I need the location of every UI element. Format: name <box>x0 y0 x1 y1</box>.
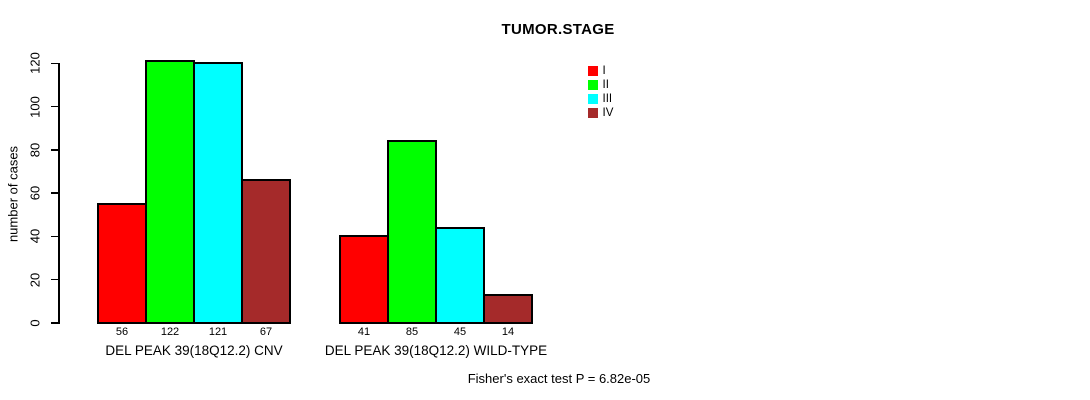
group-label: DEL PEAK 39(18Q12.2) CNV <box>105 342 283 358</box>
y-axis-tick-label: 100 <box>27 95 43 118</box>
legend-swatch-icon <box>588 80 598 90</box>
legend-label: I <box>602 65 606 77</box>
legend-item-stage-II: II <box>588 78 613 92</box>
y-axis-tick <box>51 278 59 281</box>
bar-value-label: 67 <box>259 326 273 338</box>
legend: I II III IV <box>588 64 613 120</box>
y-axis-line <box>58 62 60 325</box>
y-axis-tick <box>51 235 59 238</box>
y-axis-tick <box>51 192 59 194</box>
legend-item-stage-I: I <box>588 64 613 78</box>
chart-title: TUMOR.STAGE <box>501 21 615 38</box>
y-axis-tick-label: 0 <box>27 319 43 327</box>
bar-stage-IV <box>483 293 533 324</box>
legend-label: III <box>602 93 613 105</box>
y-axis-tick-label: 120 <box>27 52 43 75</box>
bar-value-label: 41 <box>357 326 371 338</box>
legend-swatch-icon <box>588 66 598 76</box>
legend-item-stage-III: III <box>588 92 613 106</box>
legend-swatch-icon <box>588 108 598 118</box>
y-axis-tick <box>51 105 59 108</box>
legend-swatch-icon <box>588 94 598 104</box>
group-label: DEL PEAK 39(18Q12.2) WILD-TYPE <box>324 342 548 358</box>
legend-label: IV <box>602 107 614 119</box>
bar-stage-II <box>145 60 195 324</box>
bar-value-label: 56 <box>115 326 129 338</box>
bar-value-label: 14 <box>501 326 515 338</box>
bar-stage-I <box>97 202 147 324</box>
y-axis-tick <box>51 62 59 65</box>
bar-stage-II <box>387 140 437 324</box>
y-axis-label: number of cases <box>5 145 21 243</box>
legend-item-stage-IV: IV <box>588 106 613 120</box>
footnote-fisher-test: Fisher's exact test P = 6.82e-05 <box>467 371 651 386</box>
bar-stage-III <box>435 226 485 324</box>
bar-stage-I <box>339 235 389 324</box>
y-axis-tick <box>51 322 59 324</box>
y-axis-tick-label: 20 <box>27 272 43 287</box>
y-axis-tick <box>51 149 59 151</box>
y-axis-tick-label: 40 <box>27 229 43 244</box>
bar-stage-IV <box>241 179 291 324</box>
y-axis-tick-label: 80 <box>27 142 43 158</box>
y-axis-tick-label: 60 <box>27 185 43 201</box>
bar-value-label: 85 <box>405 326 419 338</box>
legend-label: II <box>602 79 609 91</box>
bar-value-label: 45 <box>453 326 467 338</box>
bar-value-label: 122 <box>160 326 180 338</box>
bar-value-label: 121 <box>208 326 228 338</box>
bar-stage-III <box>193 62 243 324</box>
